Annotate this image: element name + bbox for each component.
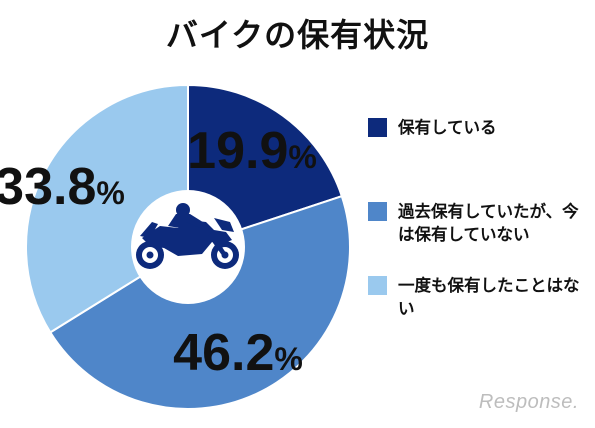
legend-swatch-owns <box>368 118 387 137</box>
motorcycle-icon <box>136 203 239 269</box>
value-label-previously-owned: 46.2% <box>173 324 303 382</box>
legend-swatch-previously-owned <box>368 202 387 221</box>
legend-label-previously-owned: 過去保有していたが、今は保有していない <box>398 202 579 244</box>
response-watermark: Response. <box>478 391 579 413</box>
chart-title: バイクの保有状況 <box>165 16 430 54</box>
legend-label-never-owned: 一度も保有したことはない <box>398 276 580 318</box>
legend-item-owns: 保有している <box>368 116 588 139</box>
legend-label-owns: 保有している <box>398 118 497 137</box>
legend-swatch-never-owned <box>368 276 387 295</box>
value-label-never-owned: 33.8% <box>0 158 125 216</box>
legend-item-never-owned: 一度も保有したことはない <box>368 274 588 320</box>
value-label-owns: 19.9% <box>187 122 317 180</box>
value-labels-group: 19.9% 46.2% 33.8% <box>0 122 317 382</box>
legend-item-previously-owned: 過去保有していたが、今は保有していない <box>368 200 588 246</box>
